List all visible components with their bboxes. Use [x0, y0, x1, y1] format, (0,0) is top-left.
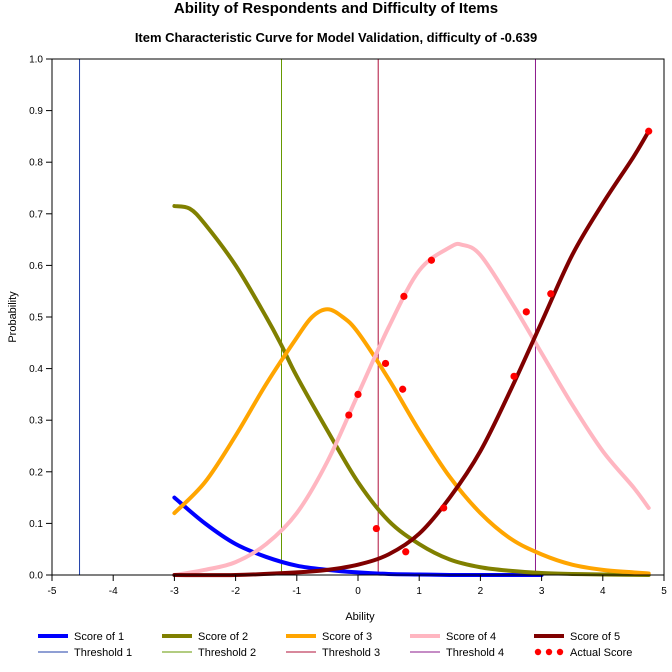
- legend-item-score-of-4: Score of 4: [410, 631, 496, 643]
- legend-label: Score of 5: [570, 631, 620, 643]
- y-tick-label: 0.7: [29, 209, 43, 220]
- series-line-3: [172, 307, 651, 576]
- legend-item-threshold-4: Threshold 4: [410, 647, 504, 659]
- plot-frame: [51, 58, 665, 576]
- actual-score-point: [427, 256, 436, 264]
- x-tick-label: -3: [170, 586, 179, 597]
- y-tick-label: 0.6: [29, 261, 43, 272]
- y-axis-label: Probability: [7, 291, 19, 343]
- actual-score-point: [354, 390, 362, 398]
- legend-label: Actual Score: [570, 647, 632, 659]
- legend-label: Threshold 2: [198, 647, 256, 659]
- legend-label: Score of 3: [322, 631, 372, 643]
- legend-swatch: [556, 648, 564, 656]
- legend-item-actual-score: Actual Score: [534, 647, 632, 659]
- legend-item-threshold-2: Threshold 2: [162, 647, 256, 659]
- legend-item-score-of-2: Score of 2: [162, 631, 248, 643]
- actual-score-point: [440, 504, 448, 512]
- legend-label: Score of 2: [198, 631, 248, 643]
- actual-score-point: [547, 290, 555, 298]
- actual-score-point: [522, 308, 530, 316]
- series-line-2: [172, 204, 651, 577]
- legend-item-threshold-3: Threshold 3: [286, 647, 380, 659]
- legend-item-score-of-5: Score of 5: [534, 631, 620, 643]
- x-tick-label: 0: [355, 586, 361, 597]
- y-tick-label: 0.0: [29, 571, 43, 582]
- x-tick-label: 2: [478, 586, 484, 597]
- actual-score-point: [400, 292, 408, 300]
- x-tick-label: -2: [231, 586, 240, 597]
- series-line-4: [172, 241, 651, 577]
- x-tick-label: 3: [539, 586, 545, 597]
- legend-swatch: [545, 648, 553, 656]
- x-tick-label: 5: [661, 586, 667, 597]
- legend-label: Threshold 1: [74, 647, 132, 659]
- legend-item-score-of-3: Score of 3: [286, 631, 372, 643]
- actual-score-point: [381, 359, 390, 368]
- y-tick-label: 0.9: [29, 106, 43, 117]
- x-tick-label: -1: [292, 586, 301, 597]
- y-tick-label: 0.8: [29, 158, 43, 169]
- chart-subtitle: Item Characteristic Curve for Model Vali…: [134, 30, 538, 45]
- x-tick-label: 4: [600, 586, 606, 597]
- actual-score-point: [645, 127, 653, 135]
- y-tick-label: 0.3: [29, 416, 43, 427]
- x-tick-label: -4: [109, 586, 118, 597]
- legend-label: Score of 4: [446, 631, 496, 643]
- legend-swatch: [534, 648, 542, 656]
- y-tick-label: 0.5: [29, 313, 43, 324]
- actual-score-point: [399, 385, 407, 393]
- x-tick-label: -5: [48, 586, 57, 597]
- series-line-5: [172, 129, 651, 578]
- y-tick-label: 0.2: [29, 467, 43, 478]
- y-tick-label: 0.4: [29, 364, 43, 375]
- chart-title: Ability of Respondents and Difficulty of…: [173, 0, 499, 17]
- actual-score-point: [345, 411, 353, 419]
- x-axis-label: Ability: [345, 611, 375, 623]
- actual-score-point: [510, 372, 518, 380]
- legend-item-threshold-1: Threshold 1: [38, 647, 132, 659]
- actual-score-point: [372, 524, 380, 533]
- x-tick-label: 1: [416, 586, 422, 597]
- legend-label: Score of 1: [74, 631, 124, 643]
- legend-item-score-of-1: Score of 1: [38, 631, 124, 643]
- legend-label: Threshold 3: [322, 647, 380, 659]
- actual-score-point: [402, 548, 410, 556]
- y-tick-label: 0.1: [29, 519, 43, 530]
- y-tick-label: 1.0: [29, 55, 43, 66]
- legend-label: Threshold 4: [446, 647, 504, 659]
